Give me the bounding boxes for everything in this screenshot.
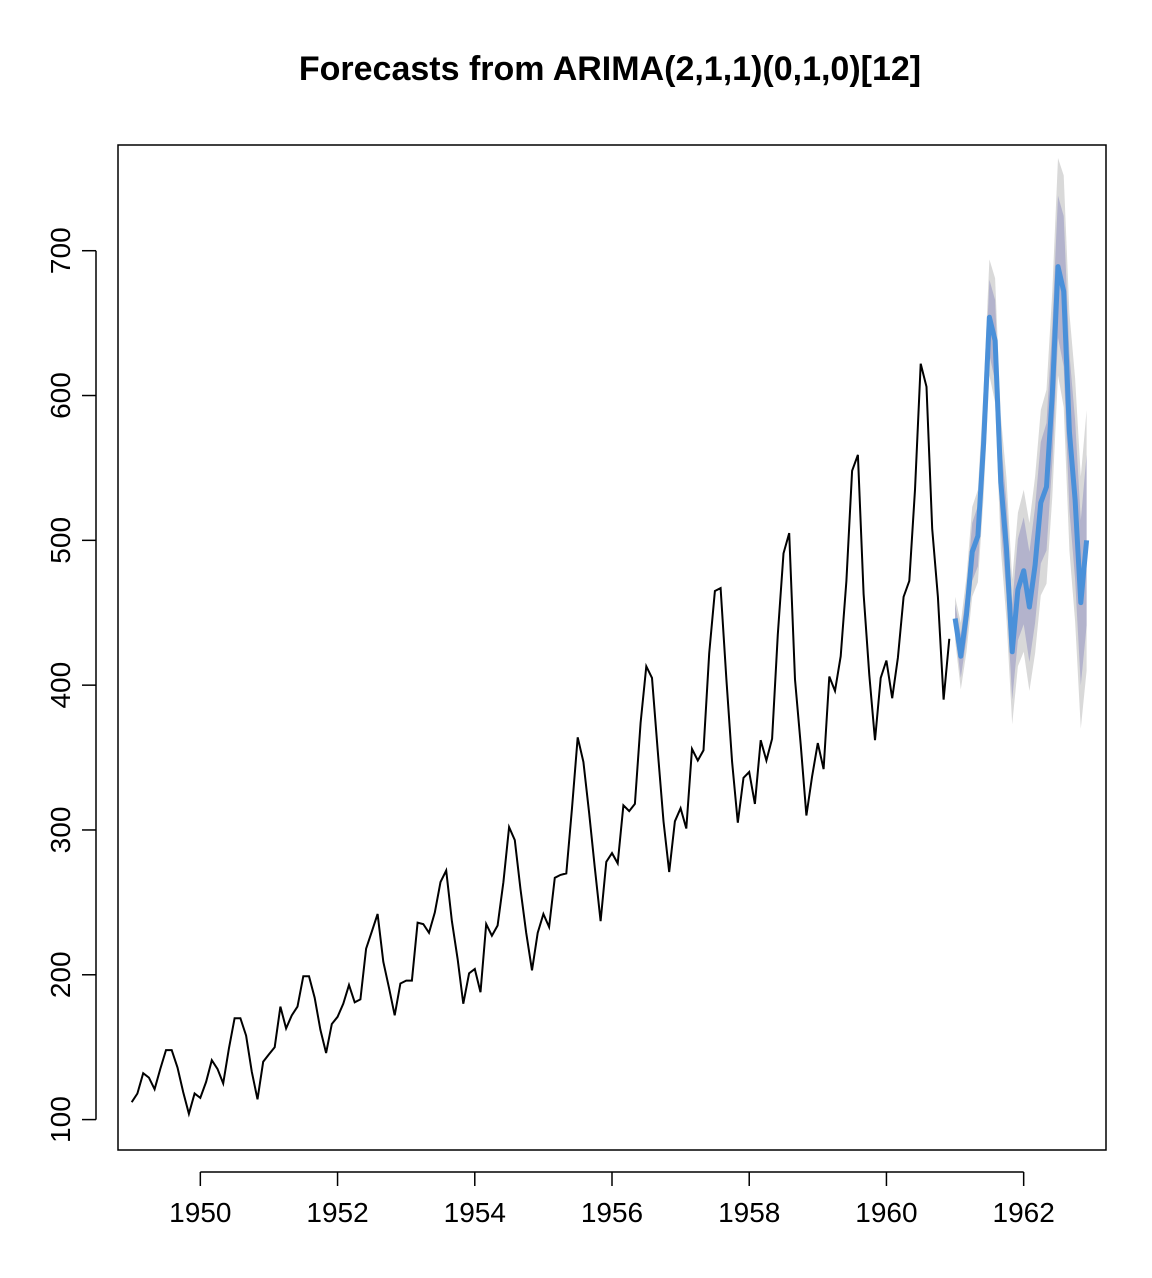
- chart-title: Forecasts from ARIMA(2,1,1)(0,1,0)[12]: [299, 50, 921, 88]
- x-axis: 1950 1952 1954 1956 1958 1960 1962: [169, 1171, 1055, 1228]
- y-tick-label: 500: [45, 517, 76, 564]
- y-tick-label: 200: [45, 951, 76, 998]
- x-tick-label: 1950: [169, 1197, 231, 1228]
- forecast-line: [952, 264, 1090, 659]
- y-tick-label: 100: [45, 1096, 76, 1143]
- plot-frame: [117, 144, 1107, 1151]
- x-tick-label: 1956: [581, 1197, 643, 1228]
- y-tick-label: 700: [45, 227, 76, 274]
- x-tick-label: 1954: [444, 1197, 506, 1228]
- y-axis: 100 200 300 400 500 600 700: [45, 227, 97, 1143]
- x-tick-label: 1958: [718, 1197, 780, 1228]
- y-tick-label: 600: [45, 372, 76, 419]
- x-tick-label: 1952: [306, 1197, 368, 1228]
- x-tick-label: 1960: [855, 1197, 917, 1228]
- x-tick-label: 1962: [993, 1197, 1055, 1228]
- confidence-bands: [955, 158, 1087, 729]
- series-lines: [130, 264, 1090, 1118]
- y-tick-label: 400: [45, 662, 76, 709]
- y-tick-label: 300: [45, 807, 76, 854]
- history-line: [130, 363, 951, 1118]
